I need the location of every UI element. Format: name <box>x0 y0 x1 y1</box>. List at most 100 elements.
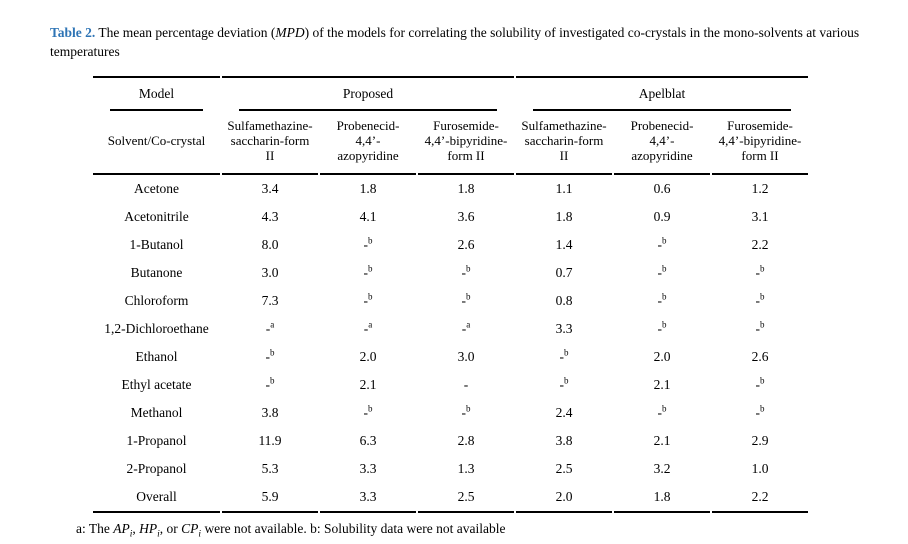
value-cell: 3.8 <box>261 404 279 420</box>
footnote-marker: b <box>662 403 667 414</box>
value-cell: 3.8 <box>555 432 573 448</box>
footnote-marker: b <box>662 263 667 274</box>
solvent-cell: 1-Propanol <box>126 432 187 448</box>
value-cell: -b <box>657 403 667 420</box>
footnote-subscript: i <box>157 529 160 540</box>
value-cell: 1.8 <box>359 180 377 196</box>
value-cell: 2.0 <box>359 348 377 364</box>
table-footnote: a: The APi, HPi, or CPi were not availab… <box>76 520 908 540</box>
footnote-text: were not available. b: Solubility data w… <box>201 520 506 536</box>
table-caption-label: Table 2. <box>50 25 96 40</box>
value-cell: 0.9 <box>653 208 671 224</box>
value-cell: 2.2 <box>751 236 769 252</box>
value-cell: -b <box>755 263 765 280</box>
value-cell: 1.4 <box>555 236 573 252</box>
value-cell: 2.1 <box>653 432 671 448</box>
value-cell: -b <box>755 375 765 392</box>
value-cell: -b <box>265 375 275 392</box>
footnote-marker: b <box>760 319 765 330</box>
value-cell: 4.3 <box>261 208 279 224</box>
header-proposed-label: Proposed <box>239 83 497 111</box>
value-cell: -b <box>461 263 471 280</box>
table-row: 1-Propanol 11.9 6.3 2.8 3.8 2.1 2.9 <box>93 427 808 455</box>
value-cell: -a <box>461 319 471 336</box>
table-row: 2-Propanol 5.3 3.3 1.3 2.5 3.2 1.0 <box>93 455 808 483</box>
header-group-proposed: Proposed <box>222 75 514 111</box>
column-header: Sulfamethazine- saccharin-form II <box>516 111 612 175</box>
footnote-marker: b <box>662 291 667 302</box>
solvent-cell: Ethanol <box>135 348 178 364</box>
solvent-cell: Butanone <box>130 264 183 280</box>
value-cell: 4.1 <box>359 208 377 224</box>
value-cell: -a <box>265 319 275 336</box>
value-cell: 11.9 <box>258 432 282 448</box>
value-cell: 0.6 <box>653 180 671 196</box>
solvent-cell: 2-Propanol <box>126 460 187 476</box>
footnote-marker: b <box>270 347 275 358</box>
table-row: 1-Butanol 8.0 -b 2.6 1.4 -b 2.2 <box>93 231 808 259</box>
footnote-marker: b <box>564 347 569 358</box>
table-row: Butanone 3.0 -b -b 0.7 -b -b <box>93 259 808 287</box>
footnote-marker: b <box>368 291 373 302</box>
value-cell: 2.6 <box>751 348 769 364</box>
value-cell: -b <box>559 347 569 364</box>
value-cell: 0.7 <box>555 264 573 280</box>
value-cell: 3.0 <box>261 264 279 280</box>
value-cell: 1.1 <box>555 180 573 196</box>
footnote-marker: b <box>564 375 569 386</box>
value-cell: -b <box>363 263 373 280</box>
solvent-cell: 1-Butanol <box>129 236 184 252</box>
value-cell: 3.2 <box>653 460 671 476</box>
value-cell: 2.5 <box>418 483 514 513</box>
value-cell: 1.0 <box>751 460 769 476</box>
footnote-marker: b <box>368 403 373 414</box>
value-cell: -a <box>363 319 373 336</box>
column-header: Furosemide- 4,4’-bipyridine- form II <box>418 111 514 175</box>
value-cell: 3.6 <box>457 208 475 224</box>
table-row: Acetone 3.4 1.8 1.8 1.1 0.6 1.2 <box>93 175 808 203</box>
footnote-term: AP <box>113 520 130 536</box>
footnote-text: a: The <box>76 520 114 536</box>
value-cell: 3.3 <box>359 460 377 476</box>
value-cell: 7.3 <box>261 292 279 308</box>
value-cell: -b <box>363 403 373 420</box>
value-cell: -b <box>657 291 667 308</box>
header-model-cell: Model <box>93 75 220 111</box>
value-cell: 8.0 <box>261 236 279 252</box>
value-cell: -b <box>461 403 471 420</box>
table-row: Methanol 3.8 -b -b 2.4 -b -b <box>93 399 808 427</box>
footnote-marker: a <box>270 319 275 330</box>
table-row: Ethanol -b 2.0 3.0 -b 2.0 2.6 <box>93 343 808 371</box>
table-row: Ethyl acetate -b 2.1 - -b 2.1 -b <box>93 371 808 399</box>
value-cell: -b <box>461 291 471 308</box>
solvent-cell: 1,2-Dichloroethane <box>104 320 209 336</box>
solvent-cell: Ethyl acetate <box>121 376 192 392</box>
footnote-marker: b <box>270 375 275 386</box>
caption-text: temperatures <box>50 43 120 59</box>
value-cell: 1.8 <box>555 208 573 224</box>
value-cell: -b <box>657 319 667 336</box>
value-cell: -b <box>363 235 373 252</box>
footnote-term: CP <box>181 520 199 536</box>
value-cell: 1.8 <box>614 483 710 513</box>
value-cell: -b <box>657 235 667 252</box>
value-cell: 5.9 <box>222 483 318 513</box>
footnote-text: , or <box>159 520 182 536</box>
column-header: Sulfamethazine- saccharin-form II <box>222 111 318 175</box>
value-cell: 3.3 <box>555 320 573 336</box>
header-group-row: Model Proposed Apelblat <box>93 75 808 111</box>
value-cell: 2.1 <box>359 376 377 392</box>
value-cell: -b <box>755 291 765 308</box>
value-cell: 6.3 <box>359 432 377 448</box>
solvent-cell: Methanol <box>130 404 183 420</box>
value-cell: -b <box>265 347 275 364</box>
caption-text: ) of the models for correlating the solu… <box>304 25 860 40</box>
footnote-marker: b <box>760 375 765 386</box>
value-cell: 2.9 <box>751 432 769 448</box>
table-body: Acetone 3.4 1.8 1.8 1.1 0.6 1.2 Acetonitrile 4.3… <box>93 175 808 513</box>
column-header: Probenecid- 4,4’- azopyridine <box>320 111 416 175</box>
value-cell: 5.3 <box>261 460 279 476</box>
footnote-marker: b <box>466 291 471 302</box>
solvent-cell: Overall <box>93 483 220 513</box>
table-row: Chloroform 7.3 -b -b 0.8 -b -b <box>93 287 808 315</box>
